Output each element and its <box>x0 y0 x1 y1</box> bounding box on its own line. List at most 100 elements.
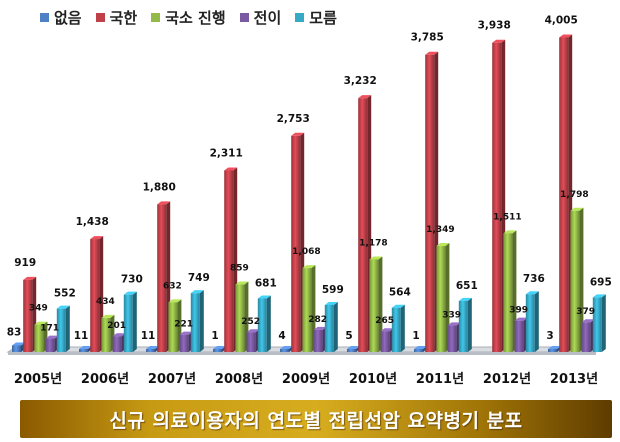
bar <box>280 349 289 352</box>
bar-top <box>347 346 360 349</box>
data-label: 695 <box>590 276 612 288</box>
legend-swatch <box>295 12 305 22</box>
bar <box>56 308 66 352</box>
bar-top <box>157 201 171 205</box>
x-tick-label: 2006년 <box>81 372 129 387</box>
bar-top <box>257 295 271 299</box>
data-label: 339 <box>442 310 461 320</box>
bar <box>146 349 155 352</box>
bar <box>235 284 245 352</box>
bar <box>12 345 21 352</box>
bar <box>101 317 111 352</box>
bar-top <box>380 328 394 332</box>
legend-item: 국한 <box>95 7 138 28</box>
data-label: 11 <box>141 330 156 342</box>
x-tick-label: 2007년 <box>148 372 196 387</box>
bar-top <box>34 321 48 325</box>
x-tick-label: 2005년 <box>14 372 62 387</box>
bar <box>168 302 178 352</box>
bar-top <box>492 39 506 43</box>
data-label: 1,068 <box>292 247 320 257</box>
bar-top <box>436 243 450 247</box>
bar-top <box>23 276 37 280</box>
bar <box>525 294 535 352</box>
bar <box>436 246 446 352</box>
legend-swatch <box>151 12 161 22</box>
bar-top <box>559 34 573 38</box>
bar-top <box>324 301 338 305</box>
bar-side <box>132 291 137 352</box>
bars-layer <box>12 34 606 353</box>
bar <box>592 297 602 352</box>
data-label: 3,938 <box>478 20 511 32</box>
bar <box>179 334 189 352</box>
bar-side <box>378 256 383 352</box>
bar-top <box>447 322 461 326</box>
data-label: 171 <box>40 324 59 334</box>
bar-top <box>123 291 137 295</box>
bar <box>246 332 256 352</box>
bar-top <box>56 305 70 309</box>
bar-top <box>592 294 606 298</box>
data-label: 265 <box>375 316 394 326</box>
bar-top <box>79 346 92 349</box>
legend-label: 전이 <box>253 8 282 27</box>
x-tick-label: 2013년 <box>550 372 598 387</box>
bar <box>514 320 524 352</box>
bar <box>79 349 88 352</box>
bar-top <box>224 167 238 171</box>
bar-top <box>581 319 595 323</box>
data-label: 1,511 <box>493 212 521 222</box>
data-label: 564 <box>389 287 411 299</box>
bar-top <box>280 346 293 349</box>
data-label: 349 <box>29 304 48 314</box>
chart-title: 신규 의료이용자의 연도별 전립선암 요약병기 분포 <box>109 409 523 432</box>
bar <box>224 170 234 352</box>
bar-top <box>302 265 316 269</box>
legend-label: 없음 <box>54 8 82 27</box>
bar-top <box>12 342 25 346</box>
bar-top <box>514 317 528 321</box>
data-label: 4,005 <box>545 14 578 26</box>
bar-top <box>425 51 439 55</box>
bar <box>358 98 368 352</box>
bar <box>414 349 423 352</box>
bar-top <box>179 331 193 335</box>
bar-top <box>570 207 584 211</box>
bar-top <box>112 333 126 337</box>
bar-side <box>333 301 338 352</box>
bar-side <box>400 304 405 352</box>
bar-side <box>445 243 450 352</box>
bar <box>380 331 390 352</box>
x-tick-label: 2008년 <box>215 372 263 387</box>
legend-label: 국한 <box>109 8 138 27</box>
bar <box>313 329 323 352</box>
bar-top <box>146 346 159 349</box>
bar-top <box>190 290 204 294</box>
data-label: 434 <box>96 297 115 307</box>
data-label: 252 <box>241 317 260 327</box>
bar <box>447 325 457 352</box>
legend-label: 모름 <box>309 8 337 27</box>
bar-top <box>369 256 383 260</box>
bar-top <box>391 304 405 308</box>
legend-item: 모름 <box>295 7 337 28</box>
data-label: 3,785 <box>411 32 444 44</box>
bar-top <box>503 230 517 234</box>
data-label: 1 <box>412 330 419 342</box>
bar-top <box>45 335 59 339</box>
bar <box>23 279 33 352</box>
bar <box>302 268 312 352</box>
bar-top <box>313 326 327 330</box>
bar-top <box>525 291 539 295</box>
bar <box>581 322 591 352</box>
data-label: 282 <box>308 315 327 325</box>
bar <box>34 324 44 352</box>
data-label: 83 <box>7 326 22 338</box>
bar-side <box>199 290 204 352</box>
chart-legend: 없음 국한 국소 진행 전이 모름 <box>40 6 337 28</box>
bar-side <box>65 305 70 352</box>
bar <box>190 293 200 352</box>
data-label: 1,349 <box>426 225 454 235</box>
